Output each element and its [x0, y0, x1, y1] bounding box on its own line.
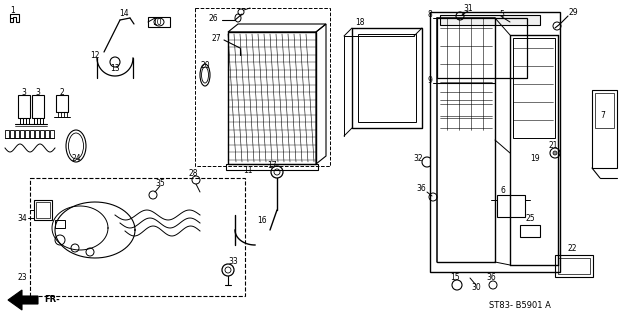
Text: 6: 6 [501, 186, 505, 195]
Text: 29: 29 [568, 7, 578, 17]
Bar [36, 202, 50, 218]
Text: 20: 20 [200, 60, 210, 69]
Bar [10, 130, 14, 138]
Text: 30: 30 [471, 284, 481, 292]
Bar [34, 200, 52, 220]
Text: 33: 33 [228, 258, 238, 267]
Bar [15, 130, 19, 138]
Bar [555, 255, 593, 277]
Text: 24: 24 [71, 154, 81, 163]
Bar [35, 130, 39, 138]
Text: 23: 23 [17, 274, 27, 283]
Text: 11: 11 [243, 165, 253, 174]
Text: 18: 18 [355, 18, 365, 27]
Bar [50, 130, 54, 138]
Bar [45, 130, 49, 138]
Text: 15: 15 [450, 274, 460, 283]
Text: 27: 27 [211, 34, 221, 43]
Circle shape [553, 151, 557, 155]
Text: 13: 13 [110, 63, 120, 73]
Text: 1: 1 [11, 5, 15, 14]
Bar [20, 130, 24, 138]
Bar [595, 93, 614, 128]
Bar [5, 130, 9, 138]
Text: 17: 17 [267, 161, 277, 170]
Text: 25: 25 [525, 213, 535, 222]
Text: 31: 31 [463, 4, 473, 12]
Bar [497, 195, 525, 217]
Polygon shape [440, 15, 540, 25]
Text: 9: 9 [427, 76, 432, 84]
Text: 3: 3 [22, 87, 27, 97]
Bar [558, 258, 590, 274]
Text: 36: 36 [486, 274, 496, 283]
Text: 12: 12 [90, 51, 100, 60]
Text: 3: 3 [36, 87, 40, 97]
Polygon shape [8, 290, 38, 310]
Text: ST83- B5901 A: ST83- B5901 A [489, 300, 551, 309]
Text: 35: 35 [155, 179, 165, 188]
Text: 10: 10 [152, 18, 162, 27]
Text: 2: 2 [60, 87, 64, 97]
Bar [226, 164, 318, 170]
Text: 16: 16 [257, 215, 267, 225]
Text: 28: 28 [189, 169, 197, 178]
Text: 14: 14 [119, 9, 129, 18]
Bar [520, 225, 540, 237]
Bar [30, 178, 245, 296]
Text: FR-: FR- [44, 295, 60, 305]
Bar [55, 220, 65, 228]
Bar [513, 38, 555, 138]
Bar [25, 130, 29, 138]
Text: 8: 8 [427, 10, 432, 19]
Bar [358, 34, 416, 122]
Text: 7: 7 [601, 110, 605, 119]
Text: 22: 22 [568, 244, 576, 252]
Text: 19: 19 [530, 154, 540, 163]
Bar [30, 130, 34, 138]
Text: 5: 5 [499, 10, 505, 19]
Text: 26: 26 [208, 13, 218, 22]
Text: 32: 32 [413, 154, 423, 163]
Bar [148, 17, 170, 27]
Text: 21: 21 [548, 140, 558, 149]
Bar [40, 130, 44, 138]
Text: 36: 36 [416, 183, 426, 193]
Text: 34: 34 [17, 213, 27, 222]
Bar [195, 8, 330, 166]
Bar [352, 28, 422, 128]
Bar [228, 32, 316, 164]
Bar [592, 90, 617, 168]
